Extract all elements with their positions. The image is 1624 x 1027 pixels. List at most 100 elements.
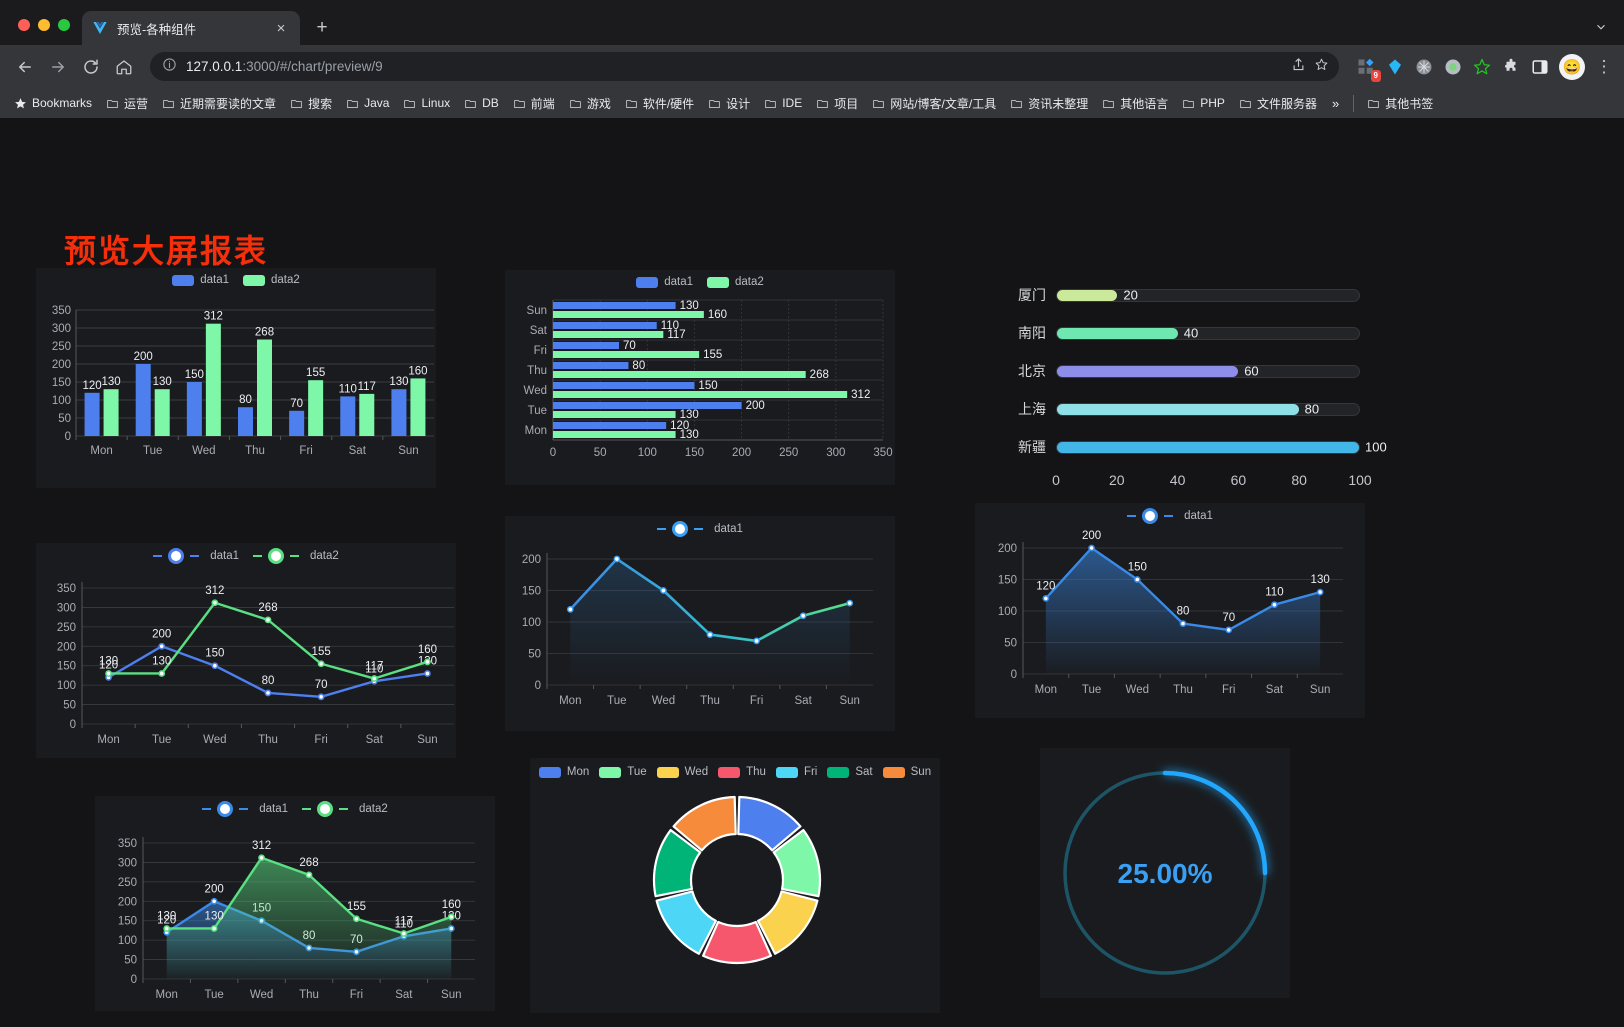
data-point[interactable]: [258, 854, 265, 862]
bar[interactable]: [553, 371, 806, 378]
data-point[interactable]: [353, 915, 360, 923]
data-point[interactable]: [317, 660, 325, 668]
chrome-menu-icon[interactable]: ⋮: [1595, 56, 1613, 76]
data-point[interactable]: [1316, 588, 1324, 596]
bookmark-folder-item[interactable]: Linux: [397, 93, 456, 113]
bar[interactable]: [257, 339, 272, 436]
progress-track[interactable]: 100: [1056, 440, 1387, 455]
back-icon[interactable]: [10, 52, 40, 82]
legend-item-data2[interactable]: data2: [243, 274, 300, 286]
progress-track[interactable]: 60: [1056, 364, 1360, 379]
legend-item-tue[interactable]: Tue: [599, 766, 647, 778]
data-point[interactable]: [264, 616, 272, 624]
data-point[interactable]: [400, 930, 408, 937]
bookmark-folder-item[interactable]: 项目: [810, 92, 864, 115]
other-bookmarks-item[interactable]: 其他书签: [1361, 92, 1439, 115]
bookmark-folder-item[interactable]: 搜索: [284, 92, 338, 115]
bar[interactable]: [553, 391, 848, 398]
legend-item-data1[interactable]: data1: [153, 548, 239, 564]
pie-slice[interactable]: [757, 890, 819, 955]
address-bar[interactable]: 127.0.0.1:3000/#/chart/preview/9: [150, 52, 1339, 81]
data-point[interactable]: [305, 871, 313, 879]
bookmark-folder-item[interactable]: 文件服务器: [1233, 92, 1323, 115]
data-point[interactable]: [424, 658, 431, 666]
bar[interactable]: [553, 382, 695, 389]
bookmark-folder-item[interactable]: 网站/博客/文章/工具: [866, 92, 1002, 115]
close-icon[interactable]: ×: [276, 19, 286, 37]
chart-line-basic[interactable]: data1 data2 0 50 100 150 200 250 300 350 Mon Tue W…: [36, 543, 456, 758]
bookmark-folder-item[interactable]: DB: [458, 93, 505, 113]
star-extension-icon[interactable]: [1472, 57, 1492, 77]
diamond-extension-icon[interactable]: [1385, 57, 1405, 77]
bar[interactable]: [391, 389, 407, 436]
legend-item-data2[interactable]: data2: [302, 801, 388, 817]
bar[interactable]: [154, 389, 170, 436]
bookmark-folder-item[interactable]: 软件/硬件: [619, 92, 700, 115]
bar[interactable]: [553, 302, 676, 309]
settings-sync-icon[interactable]: [1414, 57, 1434, 77]
close-window-button[interactable]: [18, 19, 30, 31]
bookmark-folder-item[interactable]: 近期需要读的文章: [156, 92, 282, 115]
data-point[interactable]: [846, 599, 854, 607]
bar[interactable]: [553, 422, 667, 429]
bar[interactable]: [84, 392, 100, 436]
data-point[interactable]: [566, 606, 574, 613]
chart-line-gradient[interactable]: data1 0 50 100 150 200 Mon Tue Wed Thu Fri Sat Sun: [505, 516, 895, 731]
data-point[interactable]: [211, 599, 219, 607]
data-point[interactable]: [158, 670, 166, 677]
data-point[interactable]: [210, 897, 218, 905]
legend-item-data1[interactable]: data1: [657, 521, 743, 537]
bookmark-folder-item[interactable]: PHP: [1176, 93, 1231, 113]
minimize-window-button[interactable]: [38, 19, 50, 31]
reload-icon[interactable]: [76, 52, 106, 82]
chart-bar-vertical[interactable]: data1 data2 0 50 100 150 200 250 300 350 Mon 120 1…: [36, 268, 436, 488]
data-point[interactable]: [370, 675, 378, 682]
bar[interactable]: [553, 362, 629, 369]
legend-item-sun[interactable]: Sun: [882, 766, 931, 778]
progress-row[interactable]: 上海 80: [1000, 390, 1360, 428]
chart-bar-horizontal[interactable]: data1 data2 0 50 100 150 200 250 300 350 Sun 130 1…: [505, 270, 895, 485]
data-point[interactable]: [799, 612, 807, 620]
maximize-window-button[interactable]: [58, 19, 70, 31]
progress-track[interactable]: 80: [1056, 402, 1360, 417]
legend-item-fri[interactable]: Fri: [775, 766, 817, 778]
progress-row[interactable]: 南阳 40: [1000, 314, 1360, 352]
site-info-icon[interactable]: [162, 57, 177, 77]
bar[interactable]: [553, 311, 704, 318]
bar[interactable]: [553, 331, 664, 338]
data-point[interactable]: [660, 587, 667, 594]
legend-item-sat[interactable]: Sat: [827, 766, 873, 778]
green-circle-extension-icon[interactable]: [1443, 57, 1463, 77]
data-point[interactable]: [613, 555, 621, 563]
pie-slice[interactable]: [701, 920, 773, 965]
bar[interactable]: [103, 389, 119, 436]
bar[interactable]: [205, 323, 221, 436]
chart-progress-bars[interactable]: 厦门 20 南阳 40 北京 60 上海 80 新疆 100 0 20 40 60 80 100: [1000, 276, 1387, 490]
data-point[interactable]: [706, 631, 714, 638]
legend-item-data2[interactable]: data2: [253, 548, 339, 564]
bar[interactable]: [340, 396, 356, 436]
bar[interactable]: [553, 322, 657, 329]
progress-row[interactable]: 厦门 20: [1000, 276, 1360, 314]
pie-slice[interactable]: [652, 828, 702, 898]
chart-gauge[interactable]: 25.00%: [1040, 748, 1290, 998]
data-point[interactable]: [1133, 576, 1141, 583]
bookmark-folder-item[interactable]: 游戏: [563, 92, 617, 115]
legend-item-data2[interactable]: data2: [707, 276, 764, 288]
legend-item-thu[interactable]: Thu: [718, 766, 766, 778]
bar[interactable]: [410, 378, 426, 436]
bookmark-folder-item[interactable]: 前端: [507, 92, 561, 115]
data-point[interactable]: [447, 913, 455, 921]
home-icon[interactable]: [109, 52, 139, 82]
bookmark-star-icon[interactable]: [1314, 57, 1329, 77]
progress-track[interactable]: 20: [1056, 288, 1360, 303]
progress-row[interactable]: 北京 60: [1000, 352, 1360, 390]
bar[interactable]: [553, 402, 742, 409]
data-point[interactable]: [211, 662, 219, 670]
data-point[interactable]: [105, 670, 112, 677]
data-point[interactable]: [1088, 544, 1095, 552]
tabstrip-overflow[interactable]: [1594, 20, 1624, 45]
avatar[interactable]: 😄: [1559, 53, 1585, 80]
legend-item-data1[interactable]: data1: [202, 801, 288, 817]
pie-slice[interactable]: [772, 828, 822, 898]
